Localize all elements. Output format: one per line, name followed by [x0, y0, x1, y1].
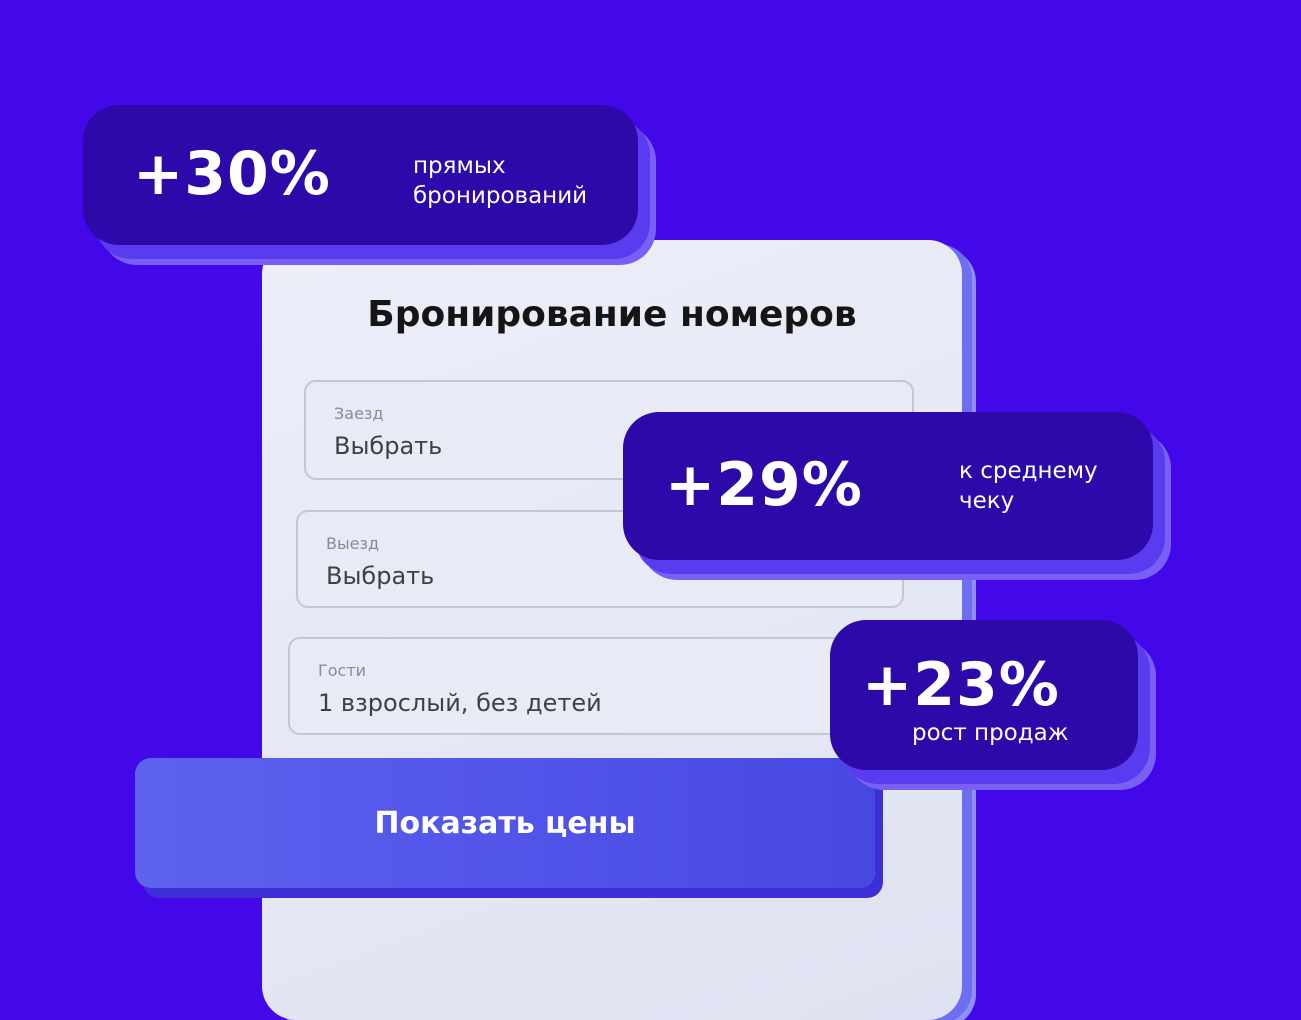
- stat-value: +23%: [862, 650, 1060, 720]
- show-prices-button[interactable]: Показать цены: [135, 758, 875, 888]
- stat-caption-line1: к среднему: [959, 458, 1098, 484]
- form-title: Бронирование номеров: [367, 294, 857, 335]
- guests-value: 1 взрослый, без детей: [318, 689, 602, 717]
- stat-badge-average-check: +29% к среднему чеку: [623, 412, 1153, 560]
- check-out-label: Выезд: [326, 534, 380, 553]
- guests-label: Гости: [318, 661, 367, 680]
- stat-badge-direct-bookings: +30% прямых бронирований: [83, 105, 638, 245]
- stat-caption-line1: прямых: [413, 153, 506, 179]
- stat-caption-line2: чеку: [959, 488, 1015, 514]
- stat-caption-line2: бронирований: [413, 183, 588, 209]
- stat-badge-sales-growth: +23% рост продаж: [830, 620, 1138, 770]
- guests-field[interactable]: Гости 1 взрослый, без детей: [288, 637, 892, 735]
- stat-caption: рост продаж: [912, 720, 1069, 746]
- check-in-value: Выбрать: [334, 432, 443, 460]
- check-in-label: Заезд: [334, 404, 384, 423]
- stat-value: +29%: [665, 450, 863, 520]
- stat-value: +30%: [133, 139, 331, 209]
- check-out-value: Выбрать: [326, 562, 435, 590]
